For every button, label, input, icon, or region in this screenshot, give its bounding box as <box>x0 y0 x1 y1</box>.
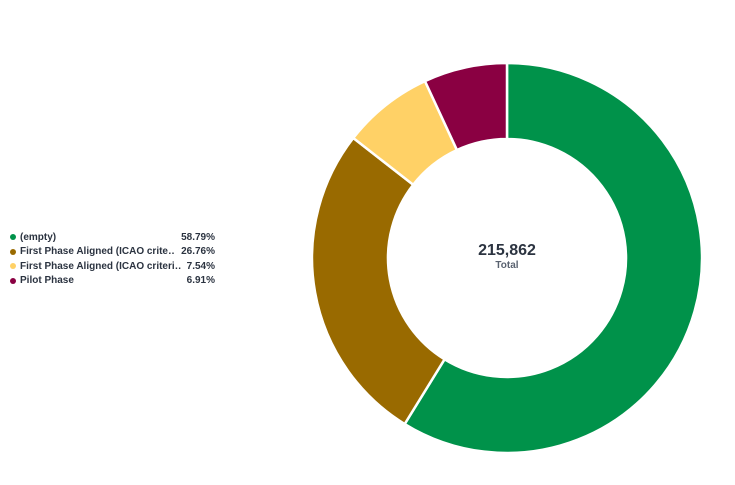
legend-dot-icon <box>10 263 16 270</box>
total-label: Total <box>495 260 519 271</box>
legend-item[interactable]: Pilot Phase 6.91% <box>10 274 215 289</box>
legend-dot-icon <box>10 277 16 284</box>
legend-item[interactable]: First Phase Aligned (ICAO crite… 26.76% <box>10 245 215 260</box>
legend-label: First Phase Aligned (ICAO crite… <box>20 246 176 258</box>
total-value: 215,862 <box>478 242 536 259</box>
donut-slice[interactable] <box>310 136 447 426</box>
center-total: 215,862 Total <box>457 242 557 271</box>
legend-item[interactable]: First Phase Aligned (ICAO criteri… 7.54% <box>10 259 215 274</box>
legend-dot-icon <box>10 234 16 241</box>
donut-slice[interactable] <box>423 61 509 152</box>
legend: (empty) 58.79% First Phase Aligned (ICAO c… <box>10 230 215 288</box>
donut-slice[interactable] <box>402 61 704 455</box>
legend-dot-icon <box>10 248 16 255</box>
legend-value: 26.76% <box>181 246 215 258</box>
legend-value: 58.79% <box>181 231 215 243</box>
legend-label: (empty) <box>20 231 57 243</box>
legend-item[interactable]: (empty) 58.79% <box>10 230 215 245</box>
legend-value: 7.54% <box>186 260 215 272</box>
legend-label: Pilot Phase <box>20 275 74 287</box>
legend-label: First Phase Aligned (ICAO criteri… <box>20 260 181 272</box>
legend-value: 6.91% <box>186 275 215 287</box>
